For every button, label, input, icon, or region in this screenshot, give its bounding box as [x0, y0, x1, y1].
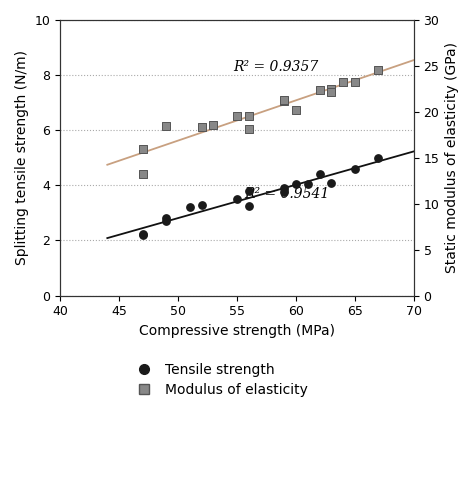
Y-axis label: Static modulus of elasticity (GPa): Static modulus of elasticity (GPa)	[445, 42, 459, 273]
Point	[328, 85, 335, 93]
Point	[351, 165, 359, 172]
Point	[139, 171, 146, 178]
Point	[198, 201, 205, 208]
Point	[198, 124, 205, 131]
Legend: Tensile strength, Modulus of elasticity: Tensile strength, Modulus of elasticity	[125, 357, 314, 402]
Point	[280, 96, 288, 104]
Point	[280, 184, 288, 192]
Point	[339, 78, 347, 86]
Point	[316, 171, 323, 178]
Point	[245, 125, 253, 133]
Point	[328, 88, 335, 95]
Point	[280, 188, 288, 196]
Text: R² = 0.9357: R² = 0.9357	[234, 60, 319, 74]
Text: R² = 0.9541: R² = 0.9541	[244, 187, 329, 201]
Point	[292, 180, 300, 188]
Point	[210, 121, 217, 128]
Y-axis label: Splitting tensile strength (N/m): Splitting tensile strength (N/m)	[15, 50, 29, 265]
Point	[233, 113, 241, 120]
Point	[245, 202, 253, 210]
Point	[374, 154, 382, 161]
Point	[351, 78, 359, 86]
Point	[163, 122, 170, 130]
Point	[163, 217, 170, 225]
Point	[139, 231, 146, 239]
X-axis label: Compressive strength (MPa): Compressive strength (MPa)	[139, 324, 335, 338]
Point	[292, 106, 300, 114]
Point	[163, 215, 170, 222]
Point	[374, 66, 382, 73]
Point	[186, 204, 194, 211]
Point	[245, 187, 253, 194]
Point	[139, 146, 146, 153]
Point	[280, 97, 288, 105]
Point	[304, 180, 311, 188]
Point	[328, 179, 335, 186]
Point	[233, 195, 241, 203]
Point	[139, 230, 146, 238]
Point	[316, 86, 323, 94]
Point	[245, 113, 253, 120]
